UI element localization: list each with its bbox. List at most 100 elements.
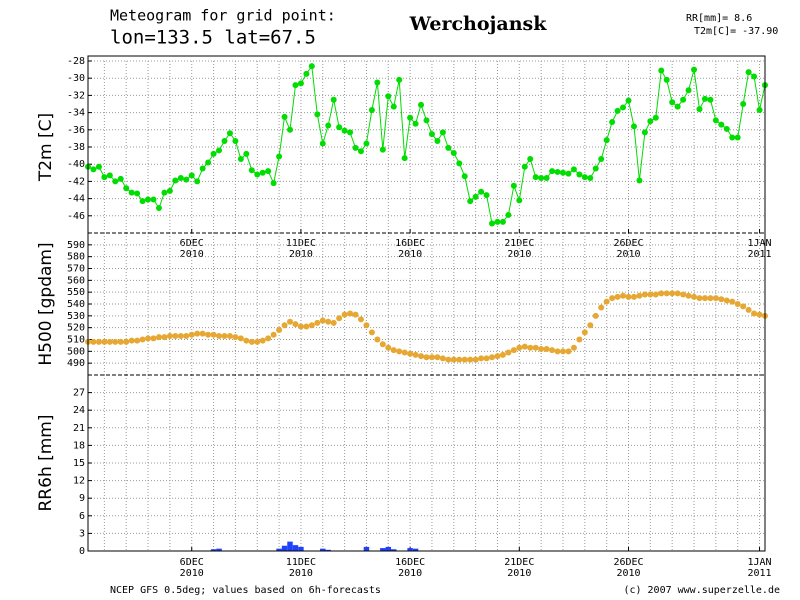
data-point [330,96,337,103]
data-point [516,197,523,204]
y-tick-label: 510 [67,335,85,346]
data-point [592,165,599,172]
data-point [554,168,561,175]
data-point [265,335,272,342]
data-point [287,126,294,133]
data-point [232,334,239,341]
data-point [292,321,299,328]
data-point [532,174,539,181]
data-point [641,129,648,136]
x-tick-label: 1JAN [747,238,771,249]
data-point [368,329,375,336]
data-point [183,332,190,339]
footer-source: NCEP GFS 0.5deg; values based on 6h-fore… [110,585,381,596]
data-point [199,165,206,172]
data-point [145,335,152,342]
data-point [494,353,501,360]
data-point [450,356,457,363]
data-point [434,354,441,361]
y-tick-label: -36 [67,125,85,136]
data-point [390,347,397,354]
data-point [701,95,708,102]
data-point [559,169,566,176]
data-point [347,310,354,317]
data-point [707,295,714,302]
y-tick-label: 520 [67,323,85,334]
data-point [270,331,277,338]
y-tick-label: 3 [79,528,85,539]
x-tick-label: 26DEC [613,238,643,249]
data-point [620,104,627,111]
data-point [570,344,577,351]
bar [391,549,397,551]
data-point [396,76,403,83]
data-point [641,291,648,298]
data-point [150,335,157,342]
data-point [407,350,414,357]
data-point [674,290,681,297]
data-point [701,295,708,302]
data-point [276,327,283,334]
x-tick-label: 6DEC [180,238,204,249]
data-point [712,117,719,124]
footer-copyright: (c) 2007 www.superzelle.de [623,585,780,596]
data-point [674,103,681,110]
data-point [237,335,244,342]
y-axis-label: RR6h [mm] [36,414,56,511]
data-point [385,93,392,100]
data-point [510,182,517,189]
data-point [712,295,719,302]
data-point [445,144,452,151]
data-point [696,106,703,113]
data-point [319,140,326,147]
data-point [412,120,419,127]
data-point [592,312,599,319]
rr-sum: RR[mm]= 8.6 [686,13,752,24]
data-point [510,347,517,354]
data-point [281,322,288,329]
y-tick-label: 24 [73,405,85,416]
x-tick-year: 2011 [747,568,771,579]
data-point [117,175,124,182]
y-tick-label: -38 [67,142,85,153]
data-point [489,354,496,361]
data-point [538,174,545,181]
data-point [745,69,752,76]
station-name: Werchojansk [409,13,548,35]
data-point [499,351,506,358]
data-point [412,351,419,358]
data-point [221,332,228,339]
data-point [281,113,288,120]
data-point [685,292,692,299]
data-point [221,137,228,144]
data-point [625,293,632,300]
data-point [630,123,637,130]
bar [412,548,419,551]
y-axis-label: H500 [gpdam] [36,242,56,365]
data-point [587,322,594,329]
data-point [308,63,315,70]
y-tick-label: 560 [67,275,85,286]
data-point [647,118,654,125]
data-point [559,348,566,355]
data-point [461,173,468,180]
data-point [740,101,747,107]
data-point [112,178,119,185]
data-point [603,137,610,144]
data-point [319,317,326,324]
data-point [543,174,550,181]
data-point [652,291,659,298]
data-point [303,70,310,77]
data-point [347,129,354,136]
data-point [745,306,752,313]
y-tick-label: -34 [67,108,85,119]
bar [325,549,331,551]
x-tick-year: 2010 [616,568,640,579]
data-point [128,337,135,344]
bar [298,546,304,551]
data-point [357,316,364,323]
data-point [478,355,485,362]
data-point [751,310,758,317]
data-point [90,338,97,345]
data-point [581,329,588,336]
